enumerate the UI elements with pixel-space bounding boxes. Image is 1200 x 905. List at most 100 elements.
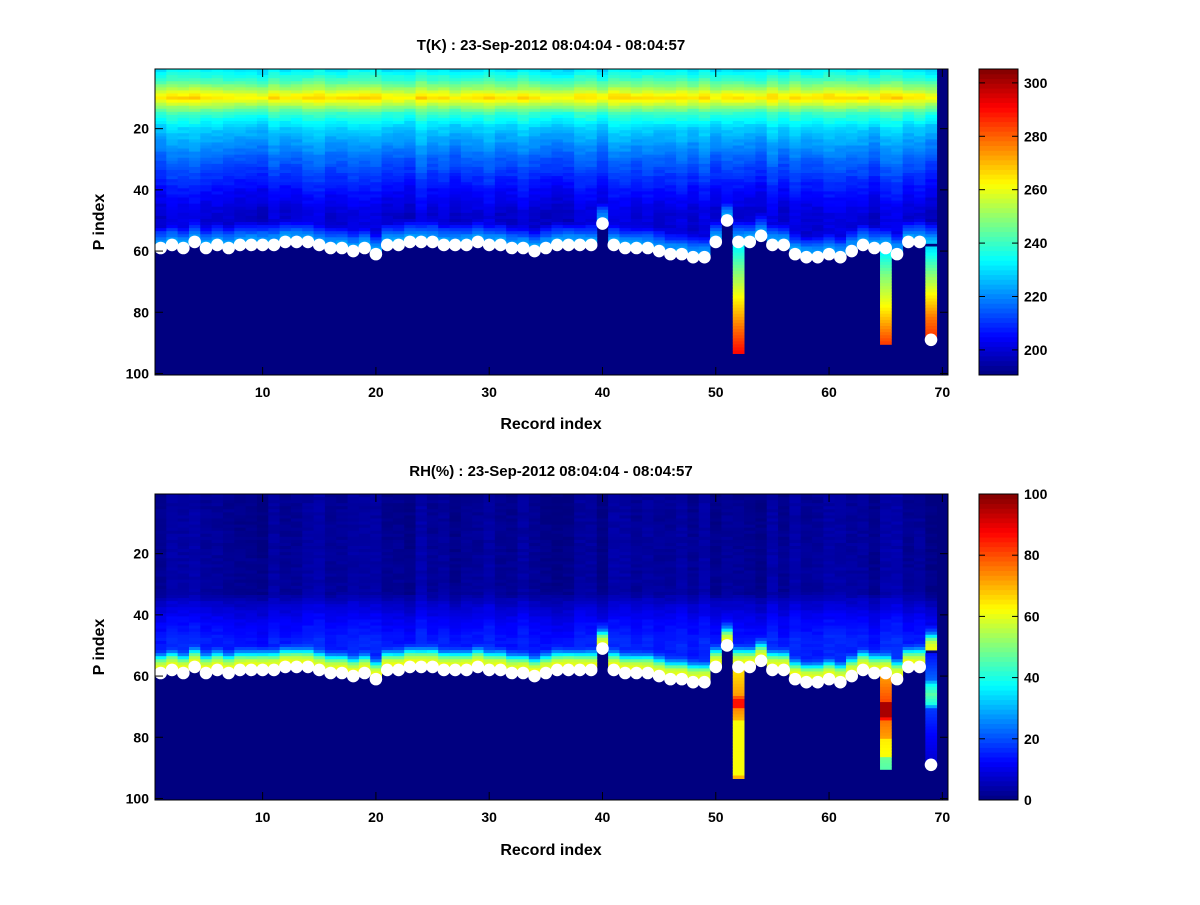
heatmap-cell xyxy=(291,146,303,149)
heatmap-cell xyxy=(166,155,178,158)
heatmap-cell xyxy=(518,75,530,78)
heatmap-cell xyxy=(404,222,416,225)
heatmap-cell xyxy=(246,130,258,133)
heatmap-cell xyxy=(166,127,178,130)
heatmap-cell xyxy=(529,112,541,115)
heatmap-cell xyxy=(212,204,224,207)
heatmap-cell xyxy=(857,149,869,152)
heatmap-cell xyxy=(472,188,484,191)
heatmap-cell xyxy=(416,173,428,176)
heatmap-cell xyxy=(755,185,767,188)
heatmap-cell xyxy=(427,152,439,155)
heatmap-cell xyxy=(257,601,269,604)
heatmap-cell xyxy=(472,210,484,213)
heatmap-cell xyxy=(234,124,246,127)
heatmap-cell xyxy=(212,619,224,622)
heatmap-cell xyxy=(801,127,813,130)
heatmap-cell xyxy=(348,176,360,179)
heatmap-cell xyxy=(370,198,382,201)
heatmap-cell xyxy=(302,210,314,213)
heatmap-cell xyxy=(835,204,847,207)
heatmap-cell xyxy=(223,583,235,586)
heatmap-cell xyxy=(314,198,326,201)
heatmap-cell xyxy=(563,97,575,100)
heatmap-cell xyxy=(721,130,733,133)
heatmap-cell xyxy=(291,577,303,580)
heatmap-cell xyxy=(857,173,869,176)
heatmap-cell xyxy=(393,210,405,213)
heatmap-cell xyxy=(914,130,926,133)
heatmap-cell xyxy=(767,97,779,100)
heatmap-cell xyxy=(823,240,835,243)
heatmap-cell xyxy=(291,228,303,231)
heatmap-cell xyxy=(835,213,847,216)
heatmap-cell xyxy=(461,182,473,185)
heatmap-cell xyxy=(257,506,269,509)
heatmap-cell xyxy=(642,164,654,167)
heatmap-cell xyxy=(710,84,722,87)
heatmap-cell xyxy=(212,93,224,96)
heatmap-cell xyxy=(200,167,212,170)
heatmap-cell xyxy=(450,106,462,109)
heatmap-cell xyxy=(540,204,552,207)
heatmap-cell xyxy=(223,146,235,149)
heatmap-cell xyxy=(767,170,779,173)
heatmap-cell xyxy=(291,497,303,500)
heatmap-cell xyxy=(189,167,201,170)
heatmap-cell xyxy=(484,90,496,93)
heatmap-cell xyxy=(336,152,348,155)
heatmap-cell xyxy=(631,231,643,234)
heatmap-cell xyxy=(325,173,337,176)
heatmap-cell xyxy=(246,613,258,616)
heatmap-cell xyxy=(869,72,881,75)
heatmap-cell xyxy=(823,100,835,103)
heatmap-cell xyxy=(642,115,654,118)
heatmap-cell xyxy=(223,604,235,607)
heatmap-cell xyxy=(246,142,258,145)
heatmap-cell xyxy=(223,78,235,81)
heatmap-cell xyxy=(461,225,473,228)
heatmap-cell xyxy=(404,170,416,173)
heatmap-cell xyxy=(676,216,688,219)
heatmap-cell xyxy=(166,586,178,589)
heatmap-cell xyxy=(880,106,892,109)
heatmap-cell xyxy=(155,571,167,574)
heatmap-cell xyxy=(801,207,813,210)
heatmap-cell xyxy=(846,179,858,182)
heatmap-cell xyxy=(653,179,665,182)
heatmap-cell xyxy=(268,149,280,152)
heatmap-cell xyxy=(484,142,496,145)
heatmap-cell xyxy=(325,136,337,139)
heatmap-cell xyxy=(223,555,235,558)
heatmap-cell xyxy=(812,243,824,246)
heatmap-cell xyxy=(903,170,915,173)
heatmap-cell xyxy=(336,109,348,112)
heatmap-cell xyxy=(166,210,178,213)
heatmap-cell xyxy=(291,595,303,598)
heatmap-cell xyxy=(778,103,790,106)
heatmap-cell xyxy=(744,182,756,185)
heatmap-cell xyxy=(755,109,767,112)
heatmap-cell xyxy=(574,231,586,234)
heatmap-cell xyxy=(642,210,654,213)
heatmap-cell xyxy=(857,182,869,185)
heatmap-cell xyxy=(393,149,405,152)
heatmap-cell xyxy=(359,149,371,152)
heatmap-cell xyxy=(699,81,711,84)
heatmap-cell xyxy=(665,72,677,75)
heatmap-cell xyxy=(857,164,869,167)
heatmap-cell xyxy=(291,179,303,182)
heatmap-cells xyxy=(155,69,948,375)
heatmap-cell xyxy=(506,216,518,219)
heatmap-cell xyxy=(903,198,915,201)
heatmap-cell xyxy=(495,191,507,194)
heatmap-cell xyxy=(246,201,258,204)
colorbar-segment xyxy=(979,83,1018,88)
heatmap-cell xyxy=(835,75,847,78)
heatmap-cell xyxy=(404,179,416,182)
heatmap-cell xyxy=(755,176,767,179)
heatmap-cell xyxy=(880,81,892,84)
heatmap-cell xyxy=(427,97,439,100)
heatmap-cell xyxy=(597,115,609,118)
heatmap-cell xyxy=(733,280,745,283)
